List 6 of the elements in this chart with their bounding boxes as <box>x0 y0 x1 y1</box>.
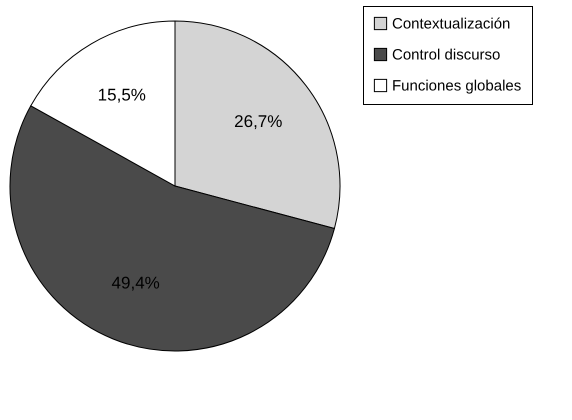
legend-label: Contextualización <box>392 16 510 32</box>
legend-label: Control discurso <box>392 46 500 64</box>
data-label: 26,7% <box>234 112 282 132</box>
legend-label: Funciones globales <box>392 78 522 94</box>
data-label: 49,4% <box>112 273 160 292</box>
data-label: 15,5% <box>98 85 146 104</box>
